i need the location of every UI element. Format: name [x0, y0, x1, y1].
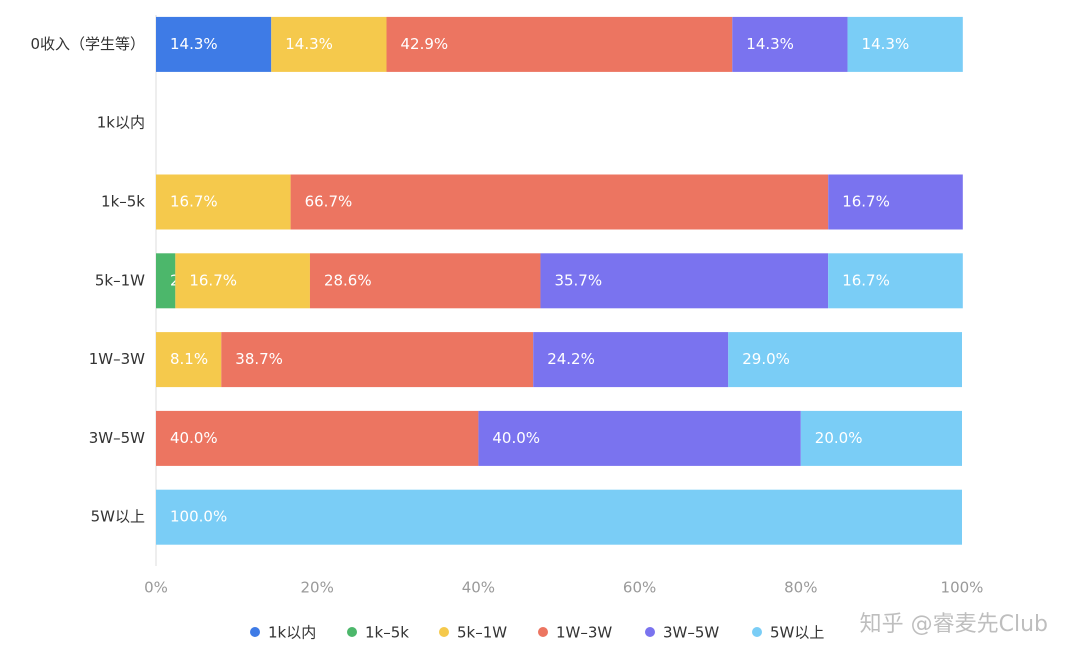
bar-segment [156, 174, 291, 230]
data-label: 100.0% [170, 508, 227, 526]
x-tick-label: 80% [784, 579, 817, 597]
data-label: 35.7% [554, 271, 602, 289]
legend-marker [538, 627, 548, 637]
x-tick-label: 0% [144, 579, 168, 597]
data-label: 16.7% [189, 271, 237, 289]
y-tick-label: 5W以上 [91, 508, 145, 526]
bar-segment [728, 332, 962, 388]
data-label: 42.9% [401, 35, 449, 53]
legend-label: 1W–3W [556, 624, 612, 642]
bar-segment [156, 332, 222, 388]
bar-segment [732, 16, 848, 72]
x-tick-label: 20% [301, 579, 334, 597]
legend-label: 1k–5k [365, 624, 409, 642]
bar-segment [156, 489, 962, 545]
legend-marker [645, 627, 655, 637]
data-label: 38.7% [235, 350, 283, 368]
bar-segment [828, 174, 963, 230]
bar-segment [156, 410, 479, 466]
bar-segment [309, 253, 541, 309]
legend-label: 5W以上 [770, 624, 824, 642]
legend-marker [439, 627, 449, 637]
data-label: 24.2% [547, 350, 595, 368]
bar-segment [533, 332, 729, 388]
legend-label: 3W–5W [663, 624, 719, 642]
bar-segment [175, 253, 310, 309]
bar-segment [540, 253, 829, 309]
data-label: 14.3% [862, 35, 910, 53]
y-tick-label: 1k–5k [101, 193, 145, 211]
x-tick-label: 60% [623, 579, 656, 597]
legend-marker [752, 627, 762, 637]
data-label: 40.0% [492, 429, 540, 447]
y-tick-label: 1k以内 [97, 114, 145, 132]
bar-segment [478, 410, 801, 466]
watermark: 知乎 @睿麦先Club [860, 612, 1048, 637]
bar-segment [290, 174, 829, 230]
data-label: 66.7% [305, 193, 353, 211]
y-tick-label: 5k–1W [95, 271, 145, 289]
bar-segment [156, 253, 176, 309]
x-tick-label: 40% [462, 579, 495, 597]
data-label: 14.3% [746, 35, 794, 53]
bar-segment [221, 332, 534, 388]
data-label: 16.7% [842, 193, 890, 211]
data-label: 29.0% [742, 350, 790, 368]
legend-marker [347, 627, 357, 637]
bar-segment [386, 16, 733, 72]
legend-label: 5k–1W [457, 624, 507, 642]
bar-segment [800, 410, 962, 466]
data-label: 28.6% [324, 271, 372, 289]
data-label: 16.7% [170, 193, 218, 211]
bar-segment [271, 16, 387, 72]
data-label: 8.1% [170, 350, 208, 368]
data-label: 20.0% [815, 429, 863, 447]
legend-label: 1k以内 [268, 624, 316, 642]
data-label: 16.7% [842, 271, 890, 289]
bar-segment [847, 16, 963, 72]
x-tick-label: 100% [941, 579, 984, 597]
data-label: 40.0% [170, 429, 218, 447]
y-tick-label: 3W–5W [89, 429, 145, 447]
data-label: 14.3% [170, 35, 218, 53]
bar-segment [156, 16, 272, 72]
bar-segment [828, 253, 963, 309]
legend-marker [250, 627, 260, 637]
data-label: 2.4% [170, 271, 208, 289]
data-label: 14.3% [285, 35, 333, 53]
y-tick-label: 1W–3W [89, 350, 145, 368]
y-tick-label: 0收入（学生等） [30, 35, 145, 53]
